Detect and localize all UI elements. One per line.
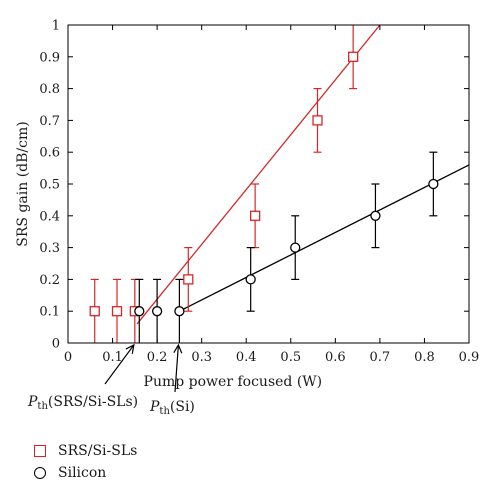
legend-item-srs: SRS/Si-SLs bbox=[34, 440, 137, 462]
threshold-arrow-si bbox=[174, 344, 179, 393]
x-tick-label: 0.5 bbox=[280, 350, 301, 365]
data-point-silicon bbox=[174, 306, 185, 317]
y-axis-label: SRS gain (dB/cm) bbox=[15, 121, 31, 246]
data-point-srs bbox=[348, 51, 359, 62]
y-tick-label: 0.6 bbox=[39, 146, 60, 161]
data-point-silicon bbox=[134, 306, 145, 317]
x-tick-label: 0.7 bbox=[370, 350, 391, 365]
legend-label-silicon: Silicon bbox=[58, 465, 107, 481]
x-tick-label: 0.9 bbox=[459, 350, 480, 365]
y-tick-label: 1 bbox=[52, 19, 60, 34]
x-tick-label: 0.2 bbox=[147, 350, 168, 365]
data-point-silicon bbox=[428, 178, 439, 190]
y-tick-label: 0 bbox=[52, 337, 60, 352]
x-tick-label: 0.1 bbox=[102, 350, 123, 365]
data-point-srs bbox=[89, 306, 100, 317]
threshold-label-srs: Pth(SRS/Si-SLs) bbox=[27, 394, 138, 412]
threshold-arrow-srs bbox=[104, 344, 135, 385]
y-tick-label: 0.7 bbox=[39, 114, 60, 129]
y-tick-label: 0.5 bbox=[39, 178, 60, 193]
x-tick-label: 0.4 bbox=[236, 350, 257, 365]
y-tick-label: 0.8 bbox=[39, 82, 60, 97]
arrowhead-icon bbox=[125, 343, 135, 354]
threshold-label-si: Pth(Si) bbox=[149, 399, 195, 417]
x-tick-label: 0.3 bbox=[191, 350, 212, 365]
data-point-silicon bbox=[151, 306, 163, 317]
circle-marker-icon bbox=[34, 467, 46, 479]
y-tick-label: 0.3 bbox=[39, 241, 60, 256]
legend-item-silicon: Silicon bbox=[34, 462, 137, 484]
x-axis-label: Pump power focused (W) bbox=[144, 374, 323, 390]
data-point-srs bbox=[312, 115, 323, 126]
y-tick-label: 0.1 bbox=[39, 305, 60, 320]
data-point-silicon bbox=[370, 210, 381, 221]
fit-line-silicon bbox=[179, 164, 470, 312]
data-point-srs bbox=[111, 306, 123, 317]
x-tick-label: 0 bbox=[64, 350, 72, 365]
data-point-srs bbox=[249, 210, 261, 221]
y-tick-label: 0.2 bbox=[39, 273, 60, 288]
data-point-silicon bbox=[290, 242, 301, 253]
data-point-silicon bbox=[245, 274, 256, 285]
data-point-srs bbox=[183, 274, 194, 285]
x-tick-label: 0.8 bbox=[414, 350, 435, 365]
arrowhead-icon bbox=[173, 343, 183, 354]
plot-frame bbox=[67, 24, 470, 344]
y-tick-label: 0.9 bbox=[39, 50, 60, 65]
y-tick-label: 0.4 bbox=[39, 209, 60, 224]
fit-line-srs bbox=[136, 24, 381, 325]
square-marker-icon bbox=[34, 445, 46, 457]
legend-label-srs: SRS/Si-SLs bbox=[58, 443, 138, 459]
x-tick-label: 0.6 bbox=[325, 350, 346, 365]
legend: SRS/Si-SLs Silicon bbox=[34, 440, 137, 484]
